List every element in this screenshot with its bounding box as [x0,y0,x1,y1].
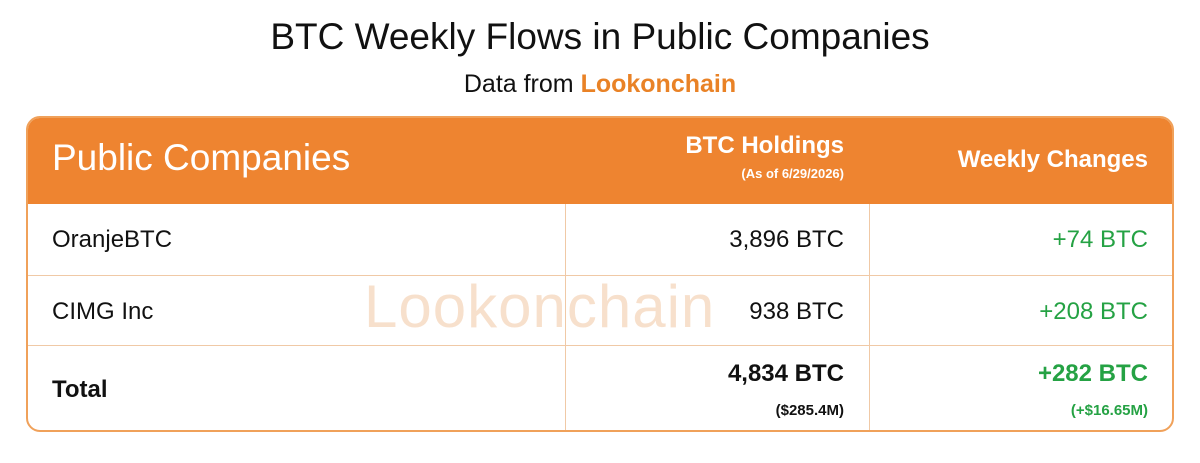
total-holdings-usd: ($285.4M) [775,402,844,419]
company-name: CIMG Inc [52,298,154,325]
column-header-holdings-label: BTC Holdings [685,132,844,159]
column-header-weekly: Weekly Changes [957,146,1148,173]
subtitle-brand: Lookonchain [580,70,737,98]
column-header-holdings-note: (As of 6/29/2026) [741,166,844,181]
btc-holdings: 938 BTC [749,298,844,325]
company-name: OranjeBTC [52,226,173,253]
page-title: BTC Weekly Flows in Public Companies [270,16,930,57]
total-change-usd: (+$16.65M) [1070,402,1148,419]
table-row: OranjeBTC 3,896 BTC +74 BTC [28,204,1172,275]
column-header-company: Public Companies [52,137,351,178]
total-row: Total 4,834 BTC ($285.4M) +282 BTC (+$16… [28,345,1172,430]
total-holdings: 4,834 BTC [727,360,844,387]
total-label: Total [52,376,108,403]
flows-table: Public Companies BTC Holdings (As of 6/2… [26,116,1174,432]
btc-holdings: 3,896 BTC [729,226,844,253]
page-subtitle: Data from Lookonchain [0,70,1200,99]
subtitle-prefix: Data from [463,70,581,98]
table-row: CIMG Inc 938 BTC +208 BTC [28,275,1172,345]
weekly-change: +74 BTC [1052,226,1148,253]
table-header: Public Companies BTC Holdings (As of 6/2… [28,118,1172,204]
weekly-change: +208 BTC [1039,298,1148,325]
column-divider [869,204,870,430]
column-header-holdings: BTC Holdings (As of 6/29/2026) [685,132,844,181]
total-change: +282 BTC [1037,360,1148,387]
column-divider [565,204,566,430]
